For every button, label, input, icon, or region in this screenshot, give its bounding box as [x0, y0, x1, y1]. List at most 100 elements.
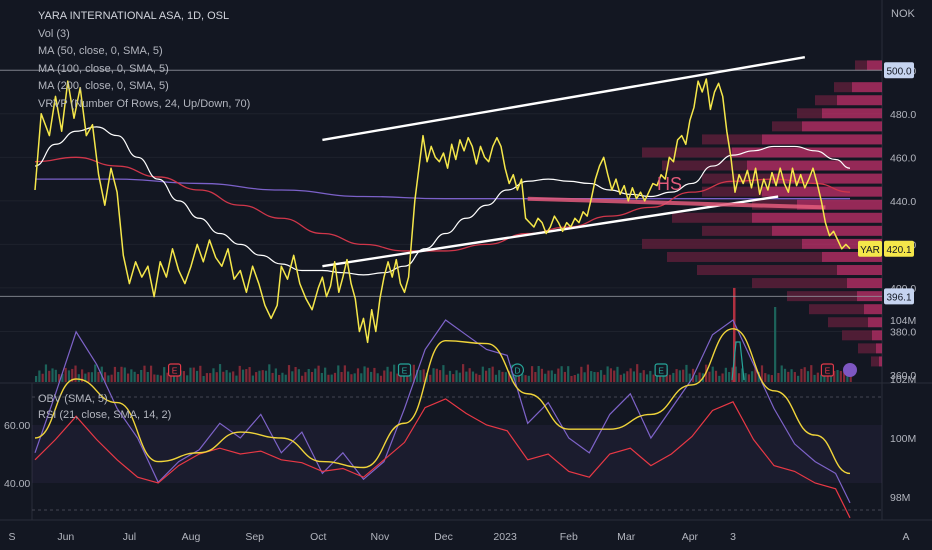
volume-bar	[113, 366, 117, 382]
volume-spike	[733, 287, 736, 382]
price-tick-label: 480.0	[890, 109, 916, 121]
volume-bar	[287, 365, 291, 382]
volume-bar	[632, 371, 636, 382]
volume-bar	[84, 373, 87, 382]
price-tag-last: 420.1	[886, 245, 911, 256]
volume-bar	[189, 367, 192, 382]
time-tick-label: 2023	[493, 531, 517, 543]
price-tick-label: 360.0	[890, 370, 916, 382]
volume-bar	[278, 374, 281, 382]
volume-bar	[524, 375, 527, 382]
ma50-line	[34, 126, 851, 276]
volume-bar	[416, 369, 419, 382]
rsi-band	[32, 425, 882, 483]
volume-bar	[816, 372, 819, 382]
trendlines	[322, 56, 826, 268]
obv-tick-label: 100M	[890, 433, 916, 445]
volume-bar	[593, 372, 596, 382]
volume-bar	[412, 364, 415, 382]
volume-bar	[356, 368, 360, 382]
legend-rsi[interactable]: RSI (21, close, SMA, 14, 2)	[38, 408, 172, 421]
price-axis: 500.0480.0460.0440.0420.0400.0380.0360.0…	[890, 65, 916, 504]
volume-bar	[708, 371, 711, 382]
vrvp-row-down	[772, 121, 802, 132]
volume-bar	[682, 369, 685, 382]
volume-bar	[383, 370, 386, 382]
obv-line	[34, 319, 851, 504]
volume-bar	[688, 373, 691, 382]
volume-bar	[366, 367, 369, 382]
volume-bar	[609, 368, 613, 382]
auto-scale-icon: A	[902, 531, 909, 543]
volume-bar	[241, 369, 245, 382]
time-axis: Jun Jul Aug Sep Oct Nov Dec 2023 Feb Mar Apr 3 S A	[8, 531, 909, 543]
volume-bar	[176, 371, 179, 382]
volume-bar	[192, 367, 195, 382]
obv-sma-line	[34, 328, 851, 475]
volume-bar	[435, 368, 438, 382]
volume-bar	[570, 375, 573, 382]
volume-bar	[724, 367, 727, 382]
volume-bar	[764, 373, 767, 382]
time-tick-label: Jun	[57, 531, 74, 543]
volume-bar	[281, 372, 284, 382]
legend-obv[interactable]: OBV (SMA, 5)	[38, 393, 108, 405]
volume-bar	[793, 372, 796, 382]
vrvp-row-up	[802, 238, 882, 249]
vrvp-row-down	[752, 278, 847, 289]
rsi-tick-label: 40.00	[4, 478, 30, 490]
volume-bar	[330, 374, 333, 382]
volume-bar	[182, 371, 186, 382]
volume-bar	[350, 374, 353, 382]
volume-bar	[714, 370, 718, 382]
vrvp-row-up	[747, 160, 882, 171]
volume-bar	[527, 375, 530, 382]
volume-bar	[465, 371, 468, 382]
volume-bar	[580, 366, 583, 382]
volume-bar	[544, 373, 547, 382]
volume-bar	[376, 373, 379, 382]
event-marker-glyph: D	[514, 366, 520, 376]
obv-tick-label: 98M	[890, 492, 910, 504]
price-tag-lower-bg	[884, 288, 914, 305]
volume-bar	[218, 364, 222, 382]
volume-bar	[478, 374, 481, 382]
volume-bar	[347, 371, 350, 382]
time-tick-label: Dec	[434, 531, 453, 543]
price-tag-last-bg	[884, 240, 914, 257]
volume-bar	[268, 364, 271, 382]
neckline-line	[527, 196, 826, 210]
volume-bar	[462, 364, 465, 382]
volume-bar	[373, 367, 376, 382]
volume-bar	[504, 372, 507, 382]
time-tick-label: Mar	[617, 531, 636, 543]
volume-bar	[87, 372, 90, 382]
vrvp-row-up	[837, 95, 882, 106]
volume-bar	[71, 368, 74, 382]
volume-bar	[396, 373, 399, 382]
volume-bar	[251, 375, 254, 382]
volume-bar	[642, 370, 645, 382]
vrvp-row-up	[872, 330, 882, 341]
volume-bar	[264, 370, 268, 382]
volume-bar	[603, 374, 606, 382]
volume-bar	[258, 370, 261, 382]
vrvp-row-down	[702, 173, 772, 184]
volume-bar	[419, 370, 422, 382]
volume-bar	[340, 372, 343, 382]
volume-bar	[215, 372, 218, 382]
volume-bar	[813, 374, 816, 382]
volume-bar	[57, 374, 61, 382]
vrvp-row-up	[852, 82, 882, 93]
volume-bar	[126, 373, 130, 382]
volume-bar	[760, 365, 764, 382]
volume-bar	[166, 372, 169, 382]
volume-bar	[471, 371, 475, 382]
rsi-line	[34, 398, 851, 519]
volume-bar	[721, 373, 724, 382]
volume-profile	[642, 60, 882, 367]
volume-bar	[156, 374, 159, 382]
volume-bar	[754, 365, 757, 382]
event-marker-glyph: E	[402, 366, 408, 376]
